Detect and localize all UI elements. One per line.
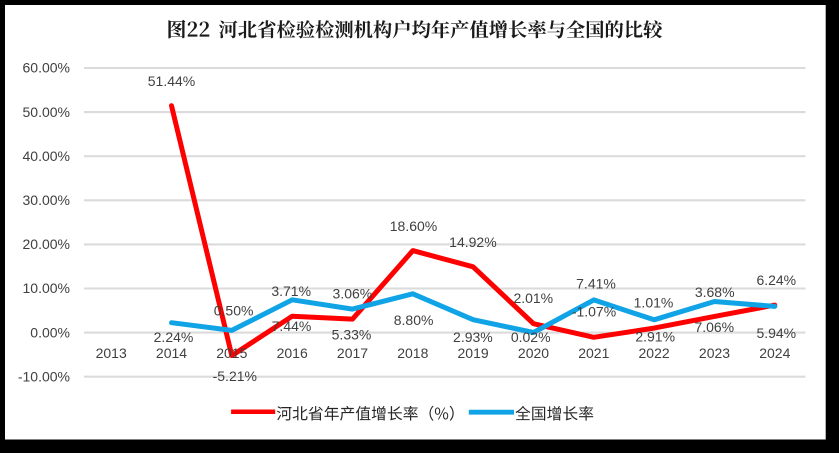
svg-text:7.06%: 7.06% bbox=[694, 319, 734, 335]
svg-text:0.02%: 0.02% bbox=[511, 329, 551, 345]
svg-text:-5.21%: -5.21% bbox=[213, 368, 257, 384]
svg-text:-1.07%: -1.07% bbox=[572, 304, 616, 320]
svg-text:10.00%: 10.00% bbox=[23, 280, 70, 296]
svg-text:50.00%: 50.00% bbox=[23, 104, 70, 120]
svg-text:18.60%: 18.60% bbox=[390, 218, 437, 234]
svg-text:2017: 2017 bbox=[337, 345, 368, 361]
svg-text:51.44%: 51.44% bbox=[148, 73, 195, 89]
svg-text:5.94%: 5.94% bbox=[756, 325, 796, 341]
svg-text:2.24%: 2.24% bbox=[154, 329, 194, 345]
svg-text:2019: 2019 bbox=[458, 345, 489, 361]
svg-text:5.33%: 5.33% bbox=[332, 327, 372, 343]
svg-text:3.71%: 3.71% bbox=[271, 283, 311, 299]
svg-text:1.01%: 1.01% bbox=[634, 295, 674, 311]
svg-text:2.93%: 2.93% bbox=[453, 329, 493, 345]
svg-text:60.00%: 60.00% bbox=[23, 60, 70, 76]
svg-text:7.41%: 7.41% bbox=[576, 276, 616, 292]
svg-text:2022: 2022 bbox=[639, 345, 670, 361]
svg-text:30.00%: 30.00% bbox=[23, 192, 70, 208]
svg-text:2018: 2018 bbox=[397, 345, 428, 361]
svg-text:14.92%: 14.92% bbox=[449, 234, 496, 250]
svg-text:8.80%: 8.80% bbox=[394, 312, 434, 328]
svg-text:3.68%: 3.68% bbox=[695, 284, 735, 300]
svg-text:2024: 2024 bbox=[759, 345, 790, 361]
svg-text:2.01%: 2.01% bbox=[513, 290, 553, 306]
svg-text:2015: 2015 bbox=[216, 345, 247, 361]
svg-text:2023: 2023 bbox=[699, 345, 730, 361]
svg-text:2020: 2020 bbox=[518, 345, 549, 361]
svg-text:20.00%: 20.00% bbox=[23, 236, 70, 252]
svg-text:6.24%: 6.24% bbox=[756, 272, 796, 288]
svg-text:-10.00%: -10.00% bbox=[18, 368, 70, 384]
svg-text:0.50%: 0.50% bbox=[214, 303, 254, 319]
svg-text:2013: 2013 bbox=[96, 345, 127, 361]
svg-text:7.44%: 7.44% bbox=[272, 318, 312, 334]
svg-text:2016: 2016 bbox=[277, 345, 308, 361]
svg-text:0.00%: 0.00% bbox=[30, 324, 70, 340]
svg-text:40.00%: 40.00% bbox=[23, 148, 70, 164]
svg-text:3.06%: 3.06% bbox=[333, 286, 373, 302]
svg-text:2.91%: 2.91% bbox=[635, 329, 675, 345]
svg-text:2014: 2014 bbox=[156, 345, 187, 361]
svg-text:2021: 2021 bbox=[578, 345, 609, 361]
